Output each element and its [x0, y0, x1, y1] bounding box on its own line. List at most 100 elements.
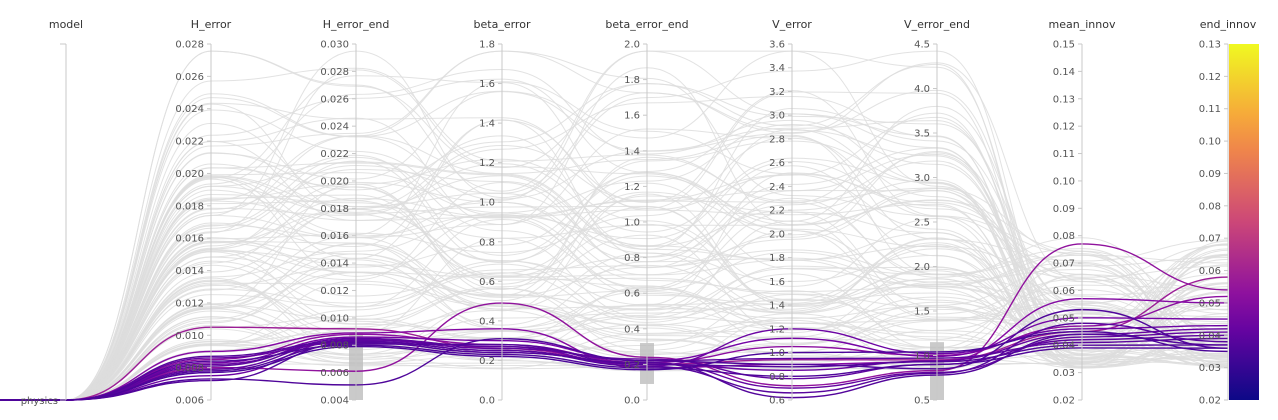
tick-label: 0.09	[1199, 169, 1221, 180]
highlighted-line[interactable]	[0, 297, 1229, 401]
tick-label: 0.026	[175, 72, 204, 83]
background-line	[65, 168, 1229, 401]
tick-label: 2.5	[914, 218, 930, 229]
tick-label: 1.0	[914, 351, 930, 362]
tick-label: 0.05	[1199, 298, 1221, 309]
tick-label: 2.8	[769, 134, 785, 145]
tick-label: physics	[21, 396, 58, 407]
highlighted-line[interactable]	[0, 330, 1229, 401]
tick-label: 0.13	[1199, 40, 1221, 51]
tick-label: 1.5	[914, 307, 930, 318]
tick-label: 0.006	[320, 368, 349, 379]
tick-label: 0.06	[1053, 286, 1075, 297]
tick-label: 0.028	[175, 40, 204, 51]
highlighted-line[interactable]	[0, 308, 1229, 401]
tick-label: 0.02	[1053, 396, 1075, 407]
tick-label: 0.012	[175, 298, 204, 309]
background-line	[65, 250, 1229, 401]
tick-label: 1.8	[624, 75, 640, 86]
tick-label: 0.020	[320, 176, 349, 187]
axes: model physics H_error 0.006 0.008 0.010 0.012 0…	[21, 18, 1257, 407]
background-line	[65, 181, 1229, 401]
background-line	[65, 50, 1229, 401]
background-line	[65, 237, 1229, 401]
tick-label: 3.6	[769, 40, 785, 51]
axis-end_innov: end_innov 0.02 0.03 0.04 0.05 0.06 0.07 0.08 0.0…	[1199, 18, 1257, 407]
background-line	[65, 186, 1229, 401]
tick-label: 0.022	[175, 137, 204, 148]
axis-title: H_error_end	[323, 18, 390, 31]
tick-label: 0.07	[1053, 259, 1075, 270]
axis-V_error: V_error 0.6 0.8 1.0 1.2 1.4 1.6 1.8 2.0 2.2 2.4 2.6…	[769, 18, 812, 407]
highlighted-line[interactable]	[0, 322, 1229, 401]
tick-label: 1.4	[624, 146, 640, 157]
background-line	[65, 164, 1229, 401]
highlighted-line[interactable]	[0, 337, 1229, 401]
tick-label: 0.010	[175, 331, 204, 342]
tick-label: 0.03	[1053, 368, 1075, 379]
background-line	[65, 113, 1229, 401]
tick-label: 1.6	[769, 277, 785, 288]
tick-label: 3.4	[769, 63, 785, 74]
tick-label: 0.5	[914, 396, 930, 407]
tick-label: 0.07	[1199, 234, 1221, 245]
tick-label: 0.13	[1053, 94, 1075, 105]
background-line	[65, 175, 1229, 401]
highlighted-line[interactable]	[0, 243, 1229, 401]
tick-label: 0.016	[175, 234, 204, 245]
tick-label: 0.028	[320, 67, 349, 78]
background-line	[65, 68, 1229, 401]
background-line	[65, 243, 1229, 401]
tick-label: 1.6	[479, 79, 495, 90]
tick-label: 0.4	[624, 324, 640, 335]
tick-label: 0.024	[320, 122, 349, 133]
tick-label: 0.05	[1053, 313, 1075, 324]
tick-label: 1.4	[479, 119, 495, 130]
tick-label: 0.024	[175, 104, 204, 115]
tick-label: 0.018	[175, 201, 204, 212]
tick-label: 0.11	[1199, 104, 1221, 115]
tick-label: 3.5	[914, 129, 930, 140]
tick-label: 0.12	[1199, 72, 1221, 83]
tick-label: 0.022	[320, 149, 349, 160]
tick-label: 0.026	[320, 94, 349, 105]
tick-label: 4.0	[914, 84, 930, 95]
tick-label: 0.010	[320, 313, 349, 324]
tick-label: 0.8	[479, 237, 495, 248]
highlighted-line[interactable]	[0, 344, 1229, 401]
axis-title: end_innov	[1200, 18, 1257, 31]
background-line	[65, 250, 1229, 401]
tick-label: 0.02	[1199, 396, 1221, 407]
highlighted-lines	[0, 243, 1229, 401]
tick-label: 0.8	[624, 253, 640, 264]
tick-label: 0.11	[1053, 149, 1075, 160]
tick-label: 0.04	[1053, 341, 1075, 352]
tick-label: 0.014	[175, 266, 204, 277]
highlighted-line[interactable]	[0, 333, 1229, 401]
axis-title: H_error	[191, 18, 232, 31]
background-line	[65, 213, 1229, 401]
tick-label: 0.15	[1053, 40, 1075, 51]
highlighted-line[interactable]	[0, 328, 1229, 401]
axis-V_error_end: V_error_end 0.5 1.0 1.5 2.0 2.5 3.0 3.5 4.0 4.5	[904, 18, 970, 407]
axis-H_error: H_error 0.006 0.008 0.010 0.012 0.014 0.016 0.0…	[175, 18, 231, 407]
background-line	[65, 81, 1229, 401]
tick-label: 0.012	[320, 286, 349, 297]
axis-mean_innov: mean_innov 0.02 0.03 0.04 0.05 0.06 0.07 0.08 0.…	[1049, 18, 1116, 407]
tick-label: 0.6	[624, 289, 640, 300]
tick-label: 0.03	[1199, 363, 1221, 374]
tick-label: 0.09	[1053, 204, 1075, 215]
axis-beta_error_end: beta_error_end 0.0 0.2 0.4 0.6 0.8 1.0 1.2 1.4 1.…	[605, 18, 688, 407]
tick-label: 2.2	[769, 206, 785, 217]
tick-label: 1.0	[769, 348, 785, 359]
tick-label: 0.10	[1199, 137, 1221, 148]
tick-label: 0.2	[479, 356, 495, 367]
tick-label: 0.014	[320, 259, 349, 270]
tick-label: 0.2	[624, 360, 640, 371]
tick-label: 0.08	[1199, 201, 1221, 212]
tick-label: 0.6	[769, 396, 785, 407]
tick-label: 0.4	[479, 316, 495, 327]
colorbar	[1229, 44, 1259, 400]
tick-label: 0.018	[320, 204, 349, 215]
axis-title: model	[49, 18, 83, 31]
